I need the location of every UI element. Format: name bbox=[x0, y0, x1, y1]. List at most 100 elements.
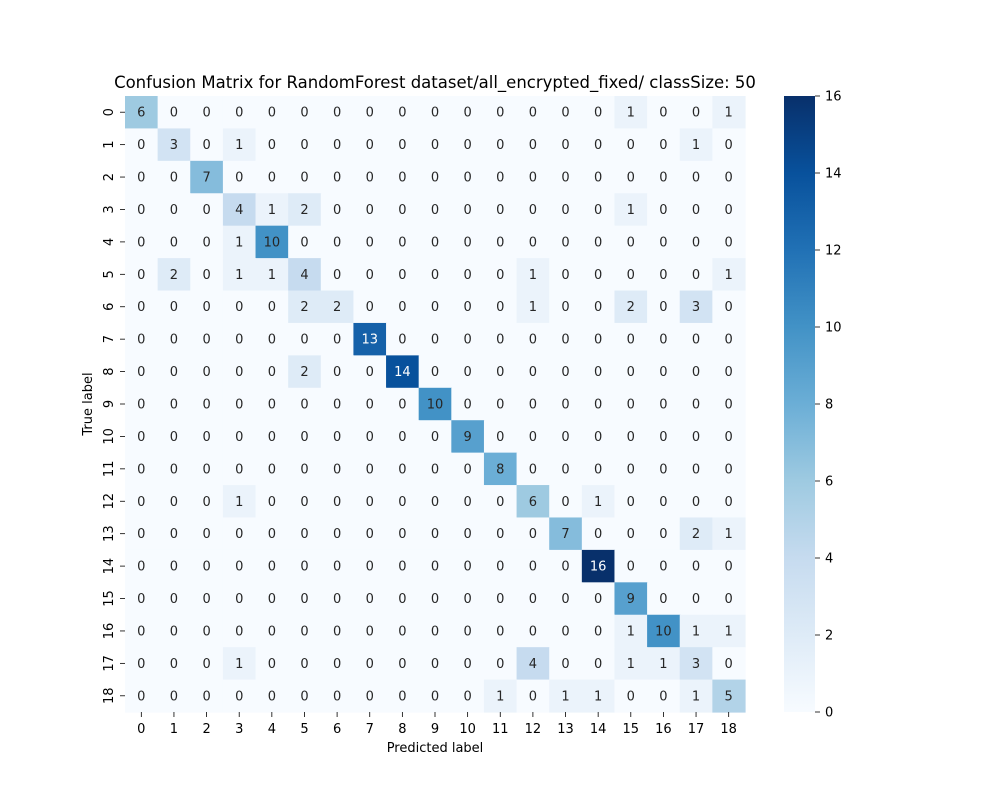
cell-value-label: 0 bbox=[659, 495, 667, 510]
heatmap-cell bbox=[581, 322, 616, 356]
y-tick-label: 13 bbox=[102, 525, 117, 542]
x-tick-label: 8 bbox=[398, 722, 406, 737]
heatmap-cell bbox=[712, 160, 746, 194]
heatmap-cell bbox=[614, 193, 648, 227]
cell-value-label: 0 bbox=[659, 689, 667, 704]
cell-value-label: 0 bbox=[463, 300, 471, 315]
cell-value-label: 0 bbox=[300, 462, 308, 477]
heatmap-cell bbox=[516, 225, 550, 259]
cell-value-label: 0 bbox=[594, 203, 602, 218]
cell-value-label: 0 bbox=[594, 268, 602, 283]
heatmap-cell bbox=[647, 160, 681, 194]
cell-value-label: 0 bbox=[496, 430, 504, 445]
cell-value-label: 1 bbox=[529, 268, 537, 283]
heatmap-cell bbox=[614, 614, 648, 648]
heatmap-cell bbox=[222, 647, 257, 681]
heatmap-cell bbox=[353, 258, 387, 292]
heatmap-cell bbox=[353, 679, 387, 713]
x-tick-label: 5 bbox=[300, 722, 308, 737]
heatmap-cell bbox=[516, 679, 550, 713]
heatmap-cell bbox=[320, 96, 355, 130]
heatmap-cell bbox=[549, 128, 583, 162]
x-tick-label: 10 bbox=[459, 722, 476, 737]
heatmap-cell bbox=[647, 549, 681, 583]
heatmap-cell bbox=[614, 517, 648, 551]
cell-value-label: 0 bbox=[235, 592, 243, 607]
cell-value-label: 6 bbox=[137, 106, 145, 121]
heatmap-cell bbox=[679, 614, 713, 648]
y-tick-label: 2 bbox=[102, 173, 117, 181]
heatmap-cell bbox=[581, 679, 616, 713]
heatmap-cell bbox=[190, 355, 224, 389]
cell-value-label: 0 bbox=[463, 495, 471, 510]
colorbar-tick-label: 8 bbox=[825, 398, 833, 413]
cell-value-label: 0 bbox=[431, 138, 439, 153]
heatmap-cell bbox=[288, 193, 322, 227]
heatmap-cell bbox=[288, 258, 322, 292]
heatmap-cell bbox=[418, 290, 452, 324]
cell-value-label: 0 bbox=[725, 462, 733, 477]
cell-value-label: 0 bbox=[561, 333, 569, 348]
cell-value-label: 1 bbox=[725, 527, 733, 542]
x-tick-label: 18 bbox=[720, 722, 737, 737]
heatmap-cell bbox=[320, 193, 355, 227]
cell-value-label: 4 bbox=[235, 203, 243, 218]
cell-value-label: 0 bbox=[725, 398, 733, 413]
heatmap-cell bbox=[386, 452, 420, 486]
cell-value-label: 0 bbox=[137, 462, 145, 477]
cell-value-label: 0 bbox=[366, 527, 374, 542]
heatmap-cell bbox=[157, 387, 191, 421]
cell-value-label: 0 bbox=[137, 365, 145, 380]
cell-value-label: 0 bbox=[659, 235, 667, 250]
heatmap-cell bbox=[516, 355, 550, 389]
heatmap-cell bbox=[418, 258, 452, 292]
heatmap-cell bbox=[288, 160, 322, 194]
heatmap-cell bbox=[516, 322, 550, 356]
cell-value-label: 0 bbox=[300, 138, 308, 153]
cell-value-label: 1 bbox=[235, 268, 243, 283]
cell-value-label: 0 bbox=[725, 495, 733, 510]
heatmap-cell bbox=[516, 485, 550, 519]
heatmap-cell bbox=[190, 258, 224, 292]
cell-value-label: 7 bbox=[561, 527, 569, 542]
heatmap-cell bbox=[255, 517, 289, 551]
cell-value-label: 0 bbox=[398, 106, 406, 121]
heatmap-cell bbox=[712, 452, 746, 486]
heatmap-cell bbox=[712, 193, 746, 227]
cell-value-label: 0 bbox=[268, 333, 276, 348]
cell-value-label: 0 bbox=[594, 365, 602, 380]
chart-title: Confusion Matrix for RandomForest datase… bbox=[114, 73, 756, 93]
heatmap-cell bbox=[679, 355, 713, 389]
cell-value-label: 0 bbox=[496, 235, 504, 250]
heatmap-cell bbox=[320, 485, 355, 519]
cell-value-label: 0 bbox=[333, 560, 341, 575]
heatmap-cell bbox=[418, 96, 452, 130]
heatmap-cell bbox=[320, 355, 355, 389]
heatmap-cell bbox=[451, 258, 485, 292]
heatmap-cell bbox=[679, 128, 713, 162]
y-tick-label: 7 bbox=[102, 335, 117, 343]
heatmap-cell bbox=[386, 322, 420, 356]
cell-value-label: 0 bbox=[463, 171, 471, 186]
heatmap-cell bbox=[222, 160, 257, 194]
cell-value-label: 0 bbox=[398, 657, 406, 672]
heatmap-cell bbox=[549, 355, 583, 389]
heatmap-cell bbox=[288, 614, 322, 648]
cell-value-label: 0 bbox=[333, 171, 341, 186]
heatmap-cell bbox=[190, 96, 224, 130]
cell-value-label: 0 bbox=[627, 398, 635, 413]
heatmap-cell bbox=[418, 160, 452, 194]
heatmap-cell bbox=[386, 549, 420, 583]
cell-value-label: 0 bbox=[627, 689, 635, 704]
heatmap-cell bbox=[483, 582, 518, 616]
cell-value-label: 10 bbox=[655, 624, 672, 639]
cell-value-label: 0 bbox=[561, 398, 569, 413]
cell-value-label: 0 bbox=[300, 106, 308, 121]
x-axis-label: Predicted label bbox=[387, 741, 484, 756]
heatmap-cell bbox=[549, 258, 583, 292]
heatmap-cell bbox=[157, 128, 191, 162]
cell-value-label: 1 bbox=[692, 689, 700, 704]
heatmap-cell bbox=[516, 128, 550, 162]
cell-value-label: 0 bbox=[268, 430, 276, 445]
